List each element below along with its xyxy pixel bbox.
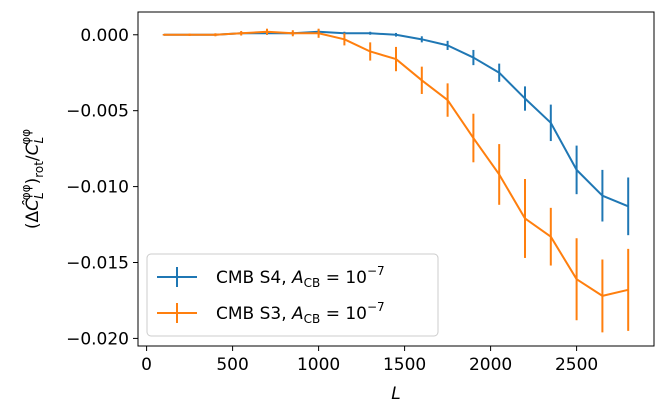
data-point [240, 32, 242, 34]
data-point [266, 31, 268, 33]
series-layer [162, 28, 630, 333]
data-point [395, 58, 397, 60]
x-axis-label: L [391, 384, 400, 404]
data-point [214, 34, 216, 36]
data-point [472, 56, 474, 59]
legend-label: CMB S4, ACB = 10−7 [216, 264, 385, 290]
data-point [447, 99, 449, 101]
data-point [421, 38, 423, 40]
x-tick-label: 1500 [383, 355, 426, 375]
data-point [395, 34, 397, 36]
data-point [498, 173, 500, 176]
data-point [550, 236, 552, 238]
data-point [369, 32, 371, 34]
x-axis: 0 500 1000 1500 2000 2500 [141, 346, 598, 375]
x-tick-label: 2000 [469, 355, 512, 375]
data-point [343, 38, 345, 40]
series-1 [162, 28, 630, 333]
y-axis-label: (ΔĈLφφ)rot/CLφφ [19, 129, 46, 229]
y-tick-label: −0.020 [66, 329, 129, 349]
data-point [524, 97, 526, 100]
x-tick-label: 2500 [555, 355, 598, 375]
y-axis: 0.000 −0.005 −0.010 −0.015 −0.020 [66, 26, 138, 349]
data-point [576, 278, 578, 280]
y-tick-label: 0.000 [80, 26, 129, 46]
data-point [601, 195, 604, 197]
data-point [318, 32, 320, 34]
data-point [550, 122, 552, 124]
data-point [369, 50, 371, 53]
legend-item-0: CMB S4, ACB = 10−7 [157, 264, 385, 290]
y-tick-label: −0.015 [66, 254, 129, 274]
legend-box [146, 253, 439, 337]
legend-item-1: CMB S3, ACB = 10−7 [157, 300, 385, 326]
x-tick-label: 0 [141, 355, 152, 375]
plot-frame [137, 11, 655, 347]
data-point [189, 34, 191, 36]
data-point [421, 79, 423, 81]
data-point [498, 72, 500, 74]
legend: CMB S4, ACB = 10−7 CMB S3, ACB = 10−7 [146, 253, 439, 337]
data-point [447, 44, 449, 47]
data-point [163, 34, 165, 36]
x-tick-label: 1000 [297, 355, 340, 375]
data-point [627, 289, 629, 291]
x-tick-label: 500 [216, 355, 248, 375]
y-axis-title: (ΔĈLφφ)rot/CLφφ [19, 129, 46, 229]
data-point [292, 32, 294, 34]
data-point [472, 137, 474, 139]
data-point [601, 295, 604, 297]
data-point [524, 217, 526, 220]
legend-label: CMB S3, ACB = 10−7 [216, 300, 385, 326]
data-point [627, 205, 629, 207]
y-tick-label: −0.010 [66, 178, 129, 198]
y-tick-label: −0.005 [66, 102, 129, 122]
x-axis-title: L [391, 384, 400, 404]
data-point [576, 169, 578, 171]
